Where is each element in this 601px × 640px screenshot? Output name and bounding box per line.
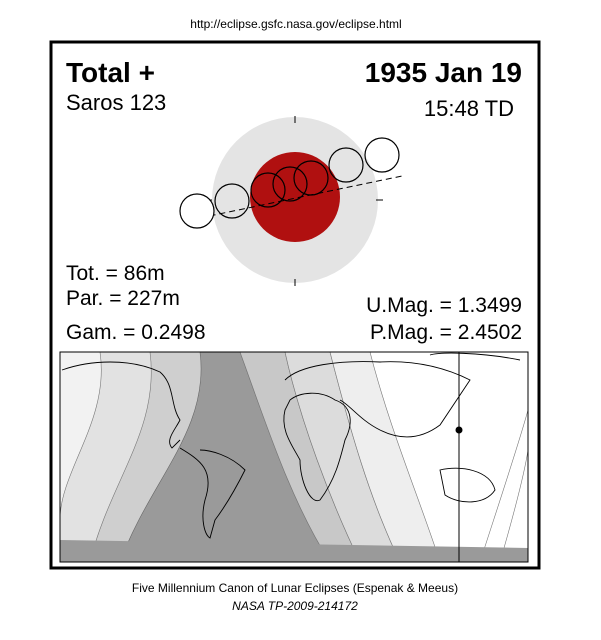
umbra [250, 152, 340, 242]
partial-duration: Par. = 227m [66, 287, 180, 310]
gamma: Gam. = 0.2498 [66, 321, 206, 344]
visibility-map [59, 351, 529, 563]
date: 1935 Jan 19 [365, 57, 522, 88]
moon-positions [179, 137, 400, 229]
eclipse-diagram [179, 116, 403, 286]
url: http://eclipse.gsfc.nasa.gov/eclipse.htm… [190, 17, 401, 31]
total-duration: Tot. = 86m [66, 262, 165, 285]
footer-credit: Five Millennium Canon of Lunar Eclipses … [132, 581, 458, 595]
umbral-magnitude: U.Mag. = 1.3499 [366, 294, 522, 317]
penumbral-magnitude: P.Mag. = 2.4502 [370, 321, 522, 344]
footer-publication: NASA TP-2009-214172 [232, 599, 358, 613]
subsolar-point [455, 426, 463, 434]
time: 15:48 TD [424, 96, 514, 121]
moon-path [189, 175, 403, 221]
eclipse-type: Total + [66, 57, 155, 88]
saros: Saros 123 [66, 90, 166, 115]
